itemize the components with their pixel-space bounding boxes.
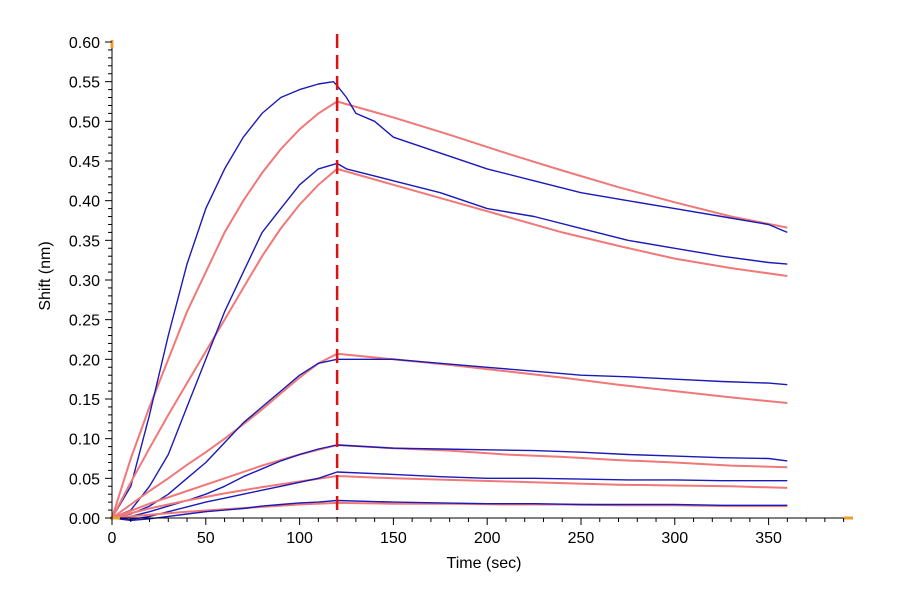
x-axis-title: Time (sec) <box>447 555 522 572</box>
y-tick-label: 0.35 <box>69 233 100 250</box>
x-tick-label: 300 <box>661 530 688 547</box>
x-tick-label: 150 <box>380 530 407 547</box>
x-tick-label: 50 <box>197 530 215 547</box>
measured-curve-5 <box>111 471 788 521</box>
y-axis: 0.00 0.05 0.10 0.15 0.20 0.25 0.30 0.35 0.40 0.45… <box>69 35 114 528</box>
x-tick-label: 0 <box>108 530 117 547</box>
y-tick-label: 0.15 <box>69 392 100 409</box>
y-tick-label: 0.30 <box>69 273 100 290</box>
x-tick-label: 200 <box>474 530 501 547</box>
measured-curve-3 <box>111 358 788 519</box>
y-tick-label: 0.20 <box>69 352 100 369</box>
measured-curve-1 <box>111 80 788 519</box>
y-tick-label: 0.60 <box>69 35 100 52</box>
plot-area <box>111 34 788 522</box>
y-tick-label: 0.05 <box>69 471 100 488</box>
x-tick-label: 250 <box>568 530 595 547</box>
y-tick-label: 0.55 <box>69 75 100 92</box>
y-tick-label: 0.00 <box>69 511 100 528</box>
y-tick-label: 0.10 <box>69 432 100 449</box>
x-tick-label: 100 <box>286 530 313 547</box>
y-tick-label: 0.50 <box>69 114 100 131</box>
fit-curve-2 <box>111 167 788 519</box>
fit-curve-6 <box>111 501 788 519</box>
fit-curve-5 <box>111 474 788 519</box>
measured-curve-2 <box>111 162 788 519</box>
y-tick-label: 0.45 <box>69 154 100 171</box>
x-axis: 0 50 100 150 200 250 300 350 <box>108 516 853 547</box>
y-tick-label: 0.25 <box>69 313 100 330</box>
fit-curve-1 <box>111 100 788 519</box>
y-axis-title: Shift (nm) <box>37 241 54 310</box>
y-tick-label: 0.40 <box>69 194 100 211</box>
measured-curve-6 <box>111 499 788 522</box>
fit-curve-3 <box>111 352 788 519</box>
x-tick-label: 350 <box>755 530 782 547</box>
